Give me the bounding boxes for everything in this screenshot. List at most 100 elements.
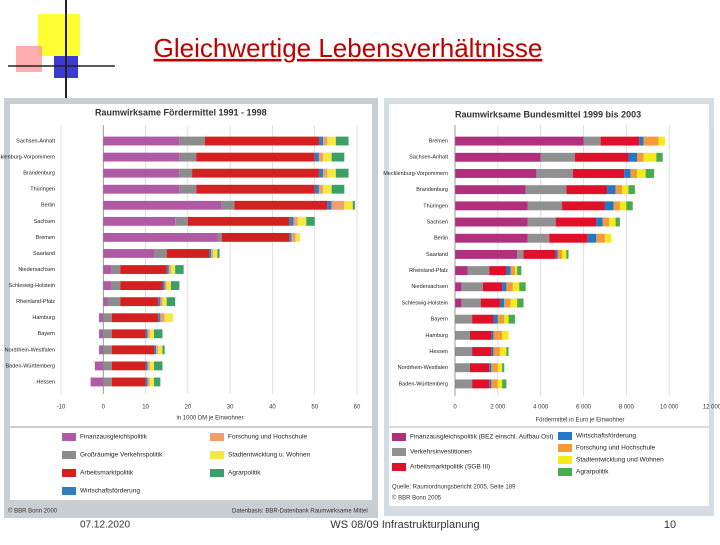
bar-segment xyxy=(297,216,307,226)
category-label: Saarland xyxy=(33,251,55,257)
category-label: Bremen xyxy=(429,139,448,145)
legend-label: Großräumige Verkehrspolitik xyxy=(80,452,163,459)
legend-label: Stadtentwicklung u. Wohnen xyxy=(228,452,311,459)
bar-segment xyxy=(352,200,355,210)
bar-segment xyxy=(149,377,155,387)
bar-segment xyxy=(613,201,620,211)
category-label: Sachsen xyxy=(34,219,55,225)
bar-segment xyxy=(497,314,505,324)
bar-segment xyxy=(331,200,345,210)
bar-segment xyxy=(187,216,290,226)
bar-segment xyxy=(499,347,507,356)
x-tick-label: 10 xyxy=(142,405,149,411)
bar-segment xyxy=(147,329,150,339)
category-label: Nordrhein-Westfalen xyxy=(5,347,55,353)
legend-swatch xyxy=(392,463,406,471)
bar-segment xyxy=(455,185,526,195)
bar-segment xyxy=(628,152,638,162)
bar-segment xyxy=(506,347,509,356)
slide-page: 10 xyxy=(664,519,676,531)
bar-segment xyxy=(587,233,597,243)
bar-segment xyxy=(99,345,104,355)
bar-segment xyxy=(175,265,184,274)
legend-label: Stadtentwicklung und Wohnen xyxy=(576,457,664,464)
category-label: Brandenburg xyxy=(416,187,448,193)
x-tick-label: 60 xyxy=(354,405,361,411)
bar-segment xyxy=(156,345,159,355)
category-label: Baden-Württemberg xyxy=(5,363,55,369)
bar-segment xyxy=(508,314,515,324)
bar-segment xyxy=(196,152,315,162)
bar-segment xyxy=(147,361,150,371)
bar-segment xyxy=(168,265,171,274)
bar-segment xyxy=(154,361,163,371)
bar-segment xyxy=(619,201,627,211)
source: © BBR Bonn 2000 xyxy=(8,508,58,515)
bar-segment xyxy=(562,201,605,211)
bar-segment xyxy=(499,298,505,308)
bar-segment xyxy=(295,232,300,242)
bar-segment xyxy=(455,298,462,308)
bar-segment xyxy=(489,363,492,373)
bar-segment xyxy=(630,169,638,178)
bar-segment xyxy=(149,361,155,371)
legend-label: Wirtschaftsförderung xyxy=(576,433,636,440)
bar-segment xyxy=(493,347,500,356)
bar-segment xyxy=(327,136,336,146)
bar-segment xyxy=(318,168,324,178)
legend-label: Finanzausgleichspolitik (BEZ einschl. Au… xyxy=(410,434,553,441)
category-label: Schleswig-Holstein xyxy=(9,283,55,289)
bar-segment xyxy=(536,169,573,178)
bar-segment xyxy=(583,136,601,146)
bar-segment xyxy=(455,169,537,178)
category-label: Rheinland-Pfalz xyxy=(409,268,448,274)
legend-label: Arbeitsmarktpolitik xyxy=(80,470,134,477)
bar-segment xyxy=(455,249,518,259)
bar-segment xyxy=(291,232,296,242)
bar-segment xyxy=(622,185,629,195)
bar-segment xyxy=(517,298,524,308)
bar-segment xyxy=(527,233,550,243)
bar-segment xyxy=(502,379,507,389)
category-label: Niedersachsen xyxy=(18,267,55,273)
x-tick-label: 50 xyxy=(311,405,318,411)
category-label: Thüringen xyxy=(423,203,448,209)
bar-segment xyxy=(162,281,165,291)
bar-segment xyxy=(658,136,665,146)
bar-segment xyxy=(502,363,505,373)
bar-segment xyxy=(314,184,319,194)
bar-segment xyxy=(147,377,150,387)
bar-segment xyxy=(574,152,629,162)
bar-segment xyxy=(527,201,563,211)
bar-segment xyxy=(562,249,567,259)
bar-segment xyxy=(170,265,176,274)
x-tick-label: 8 000 xyxy=(619,405,635,411)
bar-segment xyxy=(517,266,522,276)
bar-segment xyxy=(234,200,328,210)
bar-segment xyxy=(209,249,212,258)
legend-label: Forschung und Hochschule xyxy=(228,434,308,441)
bar-segment xyxy=(602,217,610,227)
category-label: Brandenburg xyxy=(23,171,55,177)
legend-swatch xyxy=(62,451,76,459)
bar-segment xyxy=(549,233,588,243)
bar-segment xyxy=(179,168,193,178)
bar-segment xyxy=(455,266,468,276)
bar-segment xyxy=(323,136,328,146)
x-tick-label: 10 000 xyxy=(660,405,679,411)
bar-segment xyxy=(103,136,180,146)
bar-segment xyxy=(318,152,324,162)
bar-segment xyxy=(637,169,646,178)
legend-label: Finanzausgleichspolitik xyxy=(80,434,148,441)
bar-segment xyxy=(557,249,563,259)
bar-segment xyxy=(504,314,509,324)
bar-segment xyxy=(111,361,146,371)
bar-segment xyxy=(596,233,605,243)
bar-segment xyxy=(491,379,498,389)
bar-segment xyxy=(572,169,625,178)
category-label: Mecklenburg-Vorpommern xyxy=(0,155,55,161)
bar-segment xyxy=(489,379,492,389)
bar-segment xyxy=(149,329,155,339)
x-tick-label: 2 000 xyxy=(490,405,506,411)
bar-segment xyxy=(162,345,165,355)
